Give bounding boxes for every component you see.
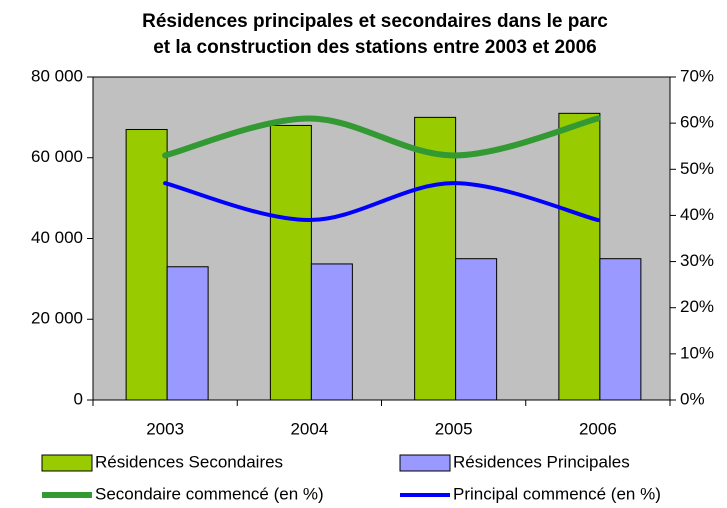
y2-tick-label: 10% <box>680 343 714 362</box>
y-tick-label: 80 000 <box>31 66 83 85</box>
bar <box>125 128 168 401</box>
y2-tick-label: 20% <box>680 297 714 316</box>
bar <box>166 266 209 401</box>
bar <box>269 124 312 401</box>
y2-tick-label: 50% <box>680 159 714 178</box>
y-tick-label: 20 000 <box>31 309 83 328</box>
y-tick-label: 60 000 <box>31 147 83 166</box>
x-tick-label: 2004 <box>290 419 328 438</box>
bar <box>310 263 353 401</box>
bar <box>599 258 642 401</box>
y2-tick-label: 30% <box>680 251 714 270</box>
legend-label: Secondaire commencé (en %) <box>95 484 324 503</box>
y2-tick-label: 60% <box>680 113 714 132</box>
legend-label: Résidences Secondaires <box>95 452 283 471</box>
bar <box>455 258 498 401</box>
y2-tick-label: 40% <box>680 205 714 224</box>
bar <box>414 116 457 401</box>
y2-tick-label: 0% <box>680 389 705 408</box>
legend-swatch <box>41 454 93 472</box>
x-tick-label: 2006 <box>579 419 617 438</box>
line-series <box>162 115 601 159</box>
x-tick-label: 2003 <box>146 419 184 438</box>
line-series <box>163 181 600 223</box>
y-tick-label: 40 000 <box>31 228 83 247</box>
chart-title: Résidences principales et secondaires da… <box>142 11 608 32</box>
bar <box>558 112 601 401</box>
chart-title: et la construction des stations entre 20… <box>153 37 597 58</box>
y-tick-label: 0 <box>74 389 83 408</box>
legend-label: Résidences Principales <box>453 452 630 471</box>
legend-swatch <box>399 454 451 472</box>
legend-label: Principal commencé (en %) <box>453 484 661 503</box>
y2-tick-label: 70% <box>680 66 714 85</box>
x-tick-label: 2005 <box>435 419 473 438</box>
